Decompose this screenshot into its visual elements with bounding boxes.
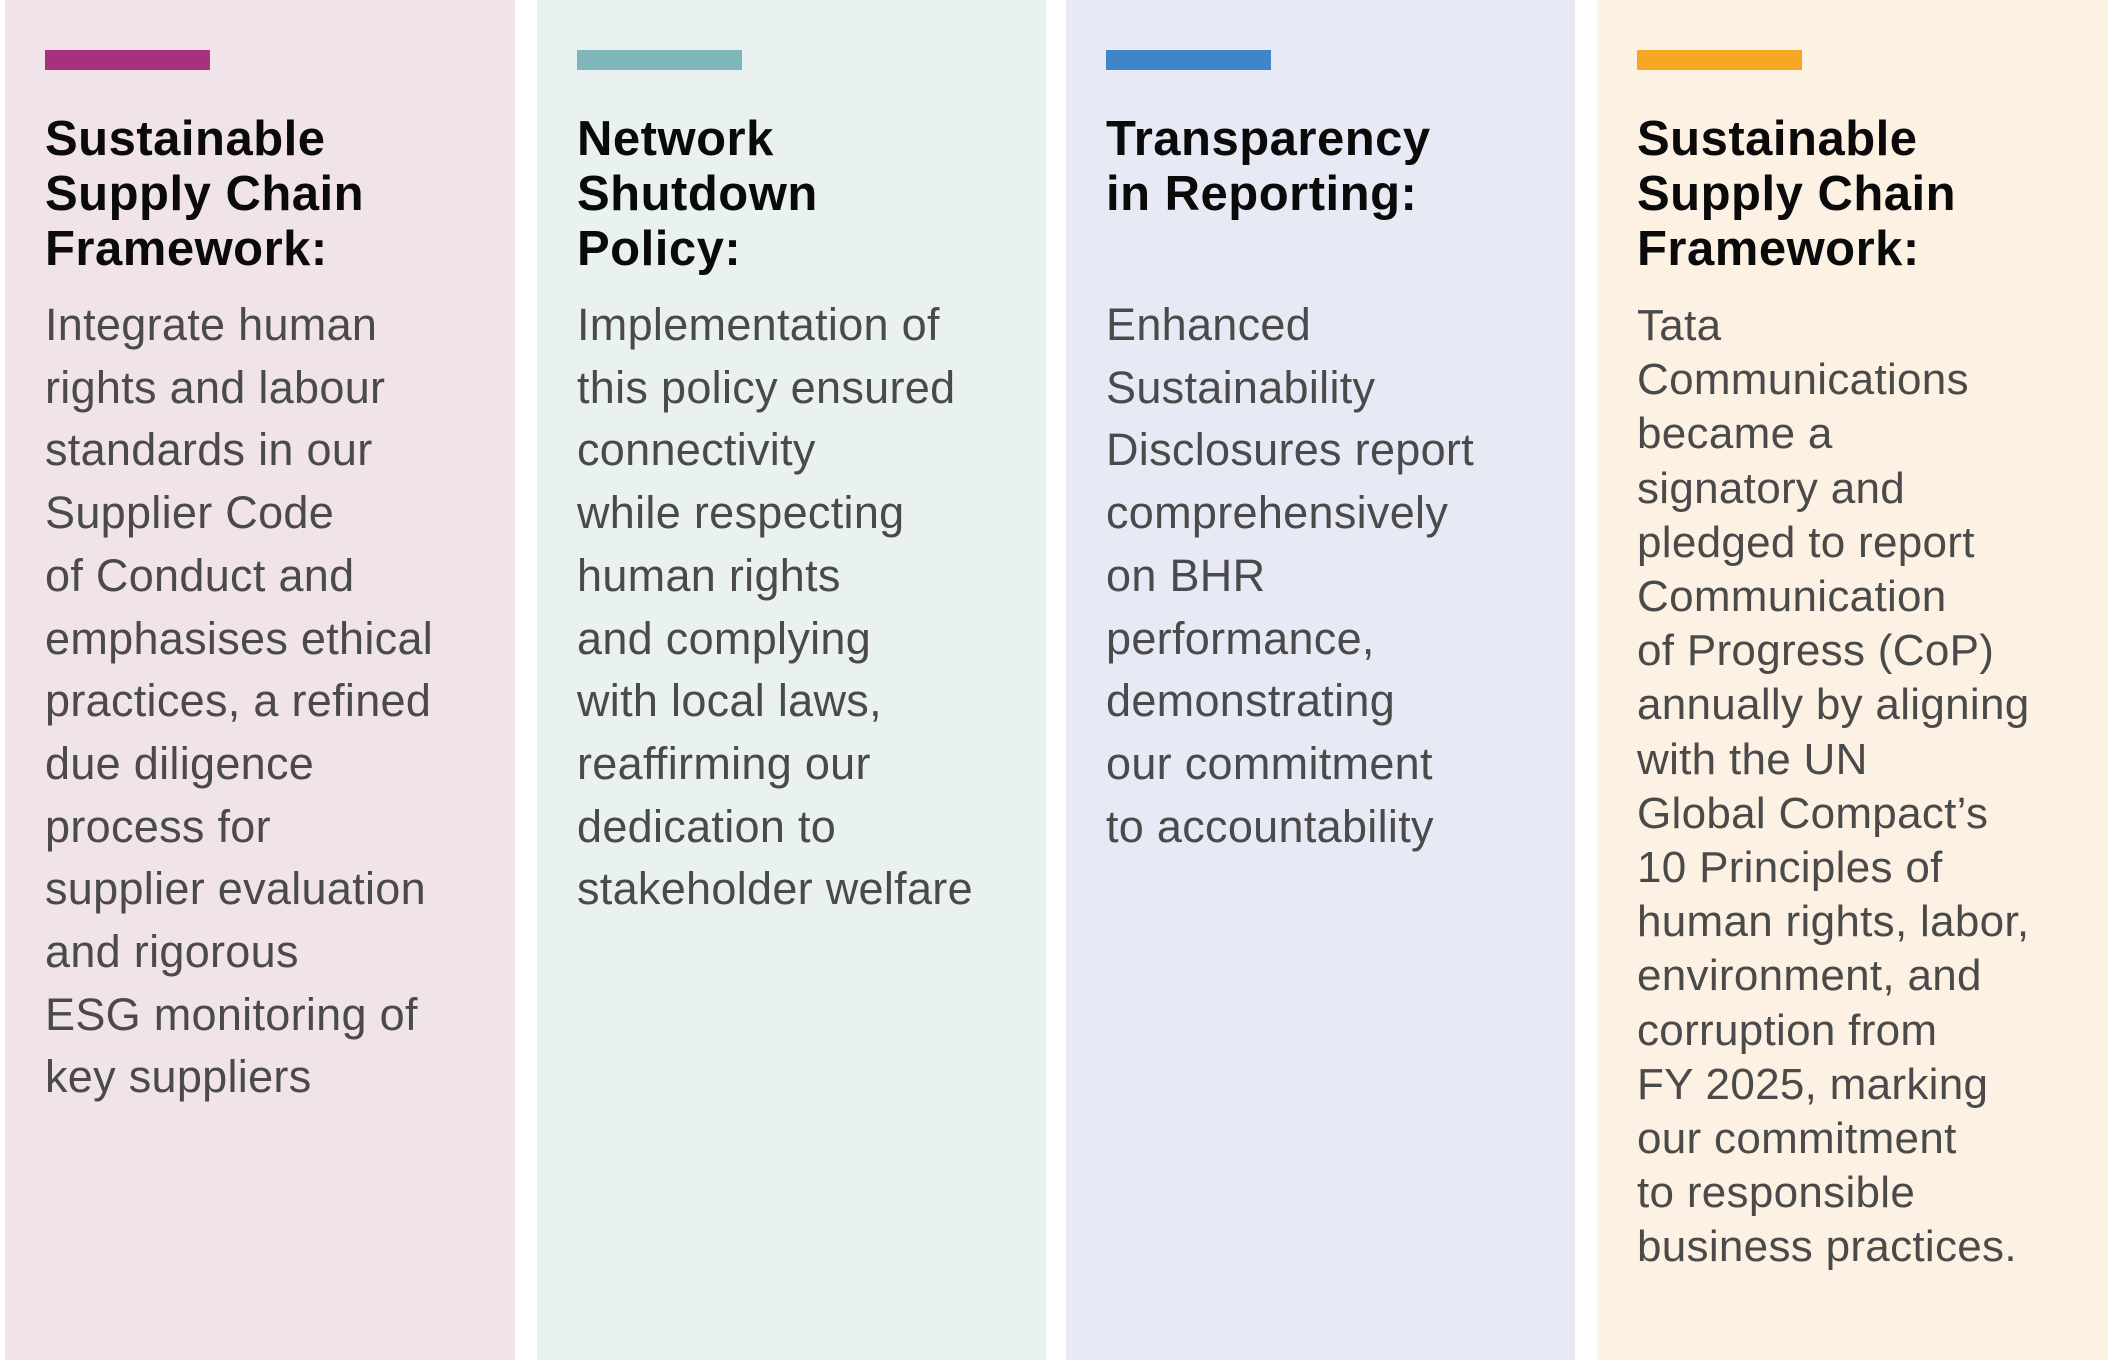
card-title: Sustainable Supply Chain Framework:	[45, 112, 365, 276]
card-sustainable-supply-chain: Sustainable Supply Chain Framework: Inte…	[5, 0, 515, 1360]
card-body: Implementation of this policy ensured co…	[577, 299, 973, 915]
card-body: Tata Communications became a signatory a…	[1637, 301, 2030, 1272]
accent-bar	[45, 50, 210, 70]
accent-bar	[577, 50, 742, 70]
accent-bar	[1106, 50, 1271, 70]
card-title: Sustainable Supply Chain Framework:	[1637, 112, 1957, 276]
card-un-global-compact: Sustainable Supply Chain Framework: Tata…	[1597, 0, 2108, 1360]
card-title: Transparency in Reporting:	[1106, 112, 1431, 221]
card-body: Integrate human rights and labour standa…	[45, 299, 434, 1103]
card-body: Enhanced Sustainability Disclosures repo…	[1106, 299, 1475, 852]
card-transparency-in-reporting: Transparency in Reporting: Enhanced Sust…	[1066, 0, 1575, 1360]
accent-bar	[1637, 50, 1802, 70]
card-network-shutdown-policy: Network Shutdown Policy: Implementation …	[537, 0, 1046, 1360]
card-title: Network Shutdown Policy:	[577, 112, 818, 276]
